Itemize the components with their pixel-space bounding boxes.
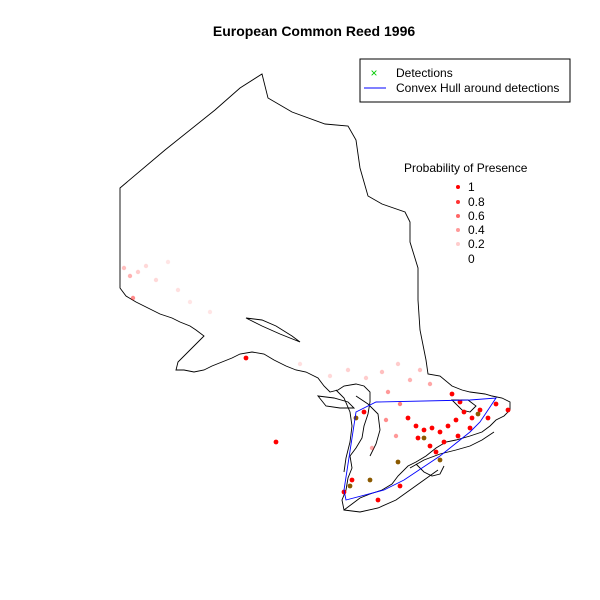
presence-point	[453, 417, 459, 423]
presence-point	[493, 401, 499, 407]
presence-point	[369, 445, 375, 451]
presence-point	[397, 401, 403, 407]
probability-level-label: 0	[468, 252, 475, 266]
presence-point	[505, 407, 511, 413]
presence-point	[445, 423, 451, 429]
presence-point	[363, 375, 369, 381]
presence-point	[349, 477, 355, 483]
probability-swatch-0.8	[456, 200, 460, 204]
lake-huron-shore	[335, 389, 353, 473]
presence-point	[427, 443, 433, 449]
probability-level-label: 0.2	[468, 237, 485, 251]
detection-marker	[421, 435, 427, 441]
detection-marker	[475, 411, 481, 417]
presence-point	[407, 377, 413, 383]
detection-marker	[367, 477, 373, 483]
presence-point	[429, 425, 435, 431]
presence-point	[449, 391, 455, 397]
presence-point	[143, 263, 149, 269]
presence-point	[461, 409, 467, 415]
convex-hull	[343, 397, 497, 501]
lake-superior-shore	[245, 317, 301, 343]
detection-marker	[353, 415, 359, 421]
probability-level-label: 0.6	[468, 209, 485, 223]
presence-field	[121, 259, 433, 451]
probability-legend: Probability of Presence 1 0.8 0.6 0.4 0.…	[404, 161, 528, 266]
presence-point	[375, 497, 381, 503]
presence-point	[427, 381, 433, 387]
presence-point	[421, 427, 427, 433]
presence-point	[383, 417, 389, 423]
presence-point	[397, 483, 403, 489]
detections-legend-label: Detections	[396, 66, 453, 80]
presence-point	[415, 435, 421, 441]
detection-marker	[437, 457, 443, 463]
lake-ontario-shore	[409, 431, 495, 469]
presence-point	[379, 369, 385, 375]
presence-point	[130, 295, 136, 301]
presence-point	[417, 367, 423, 373]
presence-point	[165, 259, 171, 265]
presence-point	[327, 373, 333, 379]
presence-point	[413, 423, 419, 429]
probability-swatch-0.4	[456, 228, 460, 232]
detection-marker	[395, 459, 401, 465]
lake-erie-shore	[343, 469, 439, 513]
probability-legend-title: Probability of Presence	[404, 161, 528, 175]
presence-point	[485, 415, 491, 421]
presence-point	[297, 361, 303, 367]
presence-point	[385, 389, 391, 395]
presence-point	[437, 429, 443, 435]
presence-point	[467, 425, 473, 431]
presence-point	[187, 299, 193, 305]
georgian-bay-shore	[355, 395, 381, 457]
presence-point	[153, 277, 159, 283]
presence-point	[455, 433, 461, 439]
presence-point	[361, 409, 367, 415]
presence-point	[207, 309, 213, 315]
niagara-peninsula	[415, 463, 445, 477]
probability-level-label: 1	[468, 180, 475, 194]
presence-point	[457, 399, 463, 405]
ontario-outline	[119, 73, 511, 513]
legend-box	[359, 58, 571, 103]
probability-level-label: 0.4	[468, 223, 485, 237]
detection-marker	[347, 483, 353, 489]
legend: × Detections Convex Hull around detectio…	[359, 58, 571, 103]
presence-point	[477, 407, 483, 413]
manitoulin-island	[316, 395, 356, 409]
presence-point	[135, 269, 141, 275]
presence-point	[127, 273, 133, 279]
probability-swatch-0.2	[456, 242, 460, 246]
presence-point	[393, 433, 399, 439]
presence-point	[345, 367, 351, 373]
presence-point	[469, 415, 475, 421]
high-presence-points	[243, 355, 511, 503]
presence-point	[433, 449, 439, 455]
probability-swatch-0.6	[456, 214, 460, 218]
probability-level-label: 0.8	[468, 195, 485, 209]
presence-point	[273, 439, 279, 445]
presence-point	[243, 355, 249, 361]
presence-point	[175, 287, 181, 293]
presence-point	[405, 415, 411, 421]
map-title: European Common Reed 1996	[213, 23, 415, 39]
presence-point	[121, 265, 127, 271]
presence-point	[395, 361, 401, 367]
hull-legend-label: Convex Hull around detections	[396, 81, 559, 95]
probability-swatch-1	[456, 185, 460, 189]
detections-legend-icon: ×	[370, 66, 377, 80]
presence-point	[441, 439, 447, 445]
detection-markers	[347, 411, 481, 489]
